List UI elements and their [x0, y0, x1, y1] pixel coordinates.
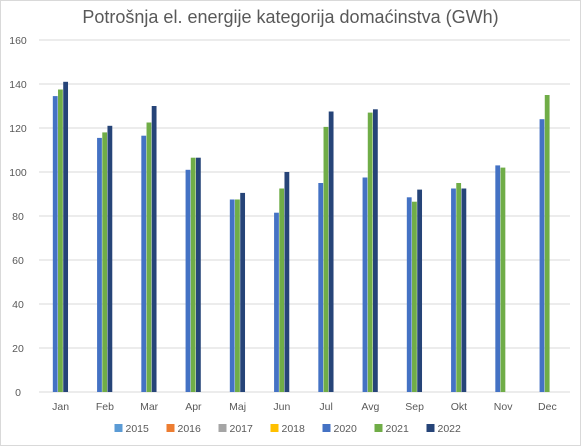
- bar-2022-Apr: [195, 157, 201, 392]
- legend-swatch-2022: [426, 424, 435, 432]
- y-tick-label: 100: [9, 167, 27, 179]
- x-tick-label: Maj: [229, 401, 246, 413]
- legend-label-2017: 2017: [230, 423, 254, 435]
- y-tick-label: 80: [12, 211, 24, 223]
- legend-label-2021: 2021: [386, 423, 410, 435]
- bar-2022-Sep: [417, 189, 423, 392]
- x-tick-label: Apr: [185, 401, 202, 413]
- bar-2020-Feb: [97, 137, 102, 392]
- bar-2022-Feb: [107, 125, 113, 393]
- bar-2021-Apr: [190, 157, 196, 392]
- bar-2022-Jan: [63, 81, 69, 393]
- legend-label-2022: 2022: [438, 423, 462, 435]
- bar-2020-Okt: [451, 188, 456, 392]
- bar-2020-Nov: [495, 165, 501, 392]
- bar-2020-Apr: [185, 169, 191, 392]
- bar-2021-Jan: [58, 89, 63, 392]
- x-tick-label: Sep: [405, 401, 424, 413]
- legend-swatch-2020: [322, 424, 331, 432]
- bar-2022-Avg: [372, 109, 378, 393]
- y-tick-label: 20: [12, 343, 24, 355]
- legend-swatch-2015: [114, 424, 123, 432]
- x-tick-label: Avg: [361, 401, 379, 413]
- legend-label-2015: 2015: [126, 423, 150, 435]
- x-tick-label: Nov: [494, 401, 513, 413]
- bar-2021-Jul: [323, 126, 329, 393]
- bar-2020-Dec: [539, 119, 545, 392]
- bar-2020-Avg: [362, 177, 368, 392]
- x-tick-label: Mar: [140, 401, 159, 413]
- y-tick-label: 120: [9, 123, 27, 135]
- y-tick-label: 60: [12, 255, 24, 267]
- x-tick-label: Feb: [96, 401, 114, 413]
- bar-2022-Mar: [151, 106, 157, 392]
- bar-2022-Okt: [461, 188, 467, 392]
- bar-2020-Jul: [318, 183, 324, 392]
- bar-2021-Nov: [500, 167, 506, 392]
- bar-2021-Sep: [412, 201, 417, 392]
- bar-2021-Dec: [544, 95, 550, 392]
- bar-2020-Jan: [52, 96, 58, 392]
- bar-2021-Mar: [146, 122, 152, 392]
- bar-2022-Jun: [284, 172, 290, 392]
- legend-label-2016: 2016: [178, 423, 202, 435]
- y-tick-label: 0: [15, 387, 21, 399]
- legend-swatch-2016: [166, 424, 175, 432]
- legend-swatch-2021: [374, 424, 383, 432]
- x-tick-label: Dec: [538, 401, 557, 413]
- legend-label-2018: 2018: [282, 423, 306, 435]
- bar-2021-Okt: [456, 183, 462, 392]
- x-tick-label: Jul: [319, 401, 332, 413]
- y-tick-label: 140: [9, 79, 27, 91]
- bar-2020-Sep: [406, 197, 412, 392]
- bar-2022-Maj: [240, 192, 246, 392]
- bar-2021-Maj: [235, 199, 240, 392]
- legend-label-2020: 2020: [334, 423, 358, 435]
- x-tick-label: Okt: [451, 401, 467, 413]
- x-tick-label: Jan: [52, 401, 69, 413]
- chart-title: Potrošnja el. energije kategorija domaći…: [82, 7, 499, 27]
- bar-2020-Mar: [141, 135, 147, 392]
- x-tick-label: Jun: [273, 401, 290, 413]
- y-tick-label: 40: [12, 299, 24, 311]
- legend-swatch-2017: [218, 424, 227, 432]
- bar-2021-Avg: [367, 112, 373, 392]
- bar-2020-Maj: [229, 199, 235, 392]
- y-tick-label: 160: [9, 35, 27, 47]
- bar-2020-Jun: [274, 212, 279, 392]
- bar-2021-Jun: [279, 188, 285, 392]
- bar-2022-Jul: [328, 111, 334, 392]
- legend-swatch-2018: [270, 424, 279, 432]
- bar-2021-Feb: [102, 132, 108, 392]
